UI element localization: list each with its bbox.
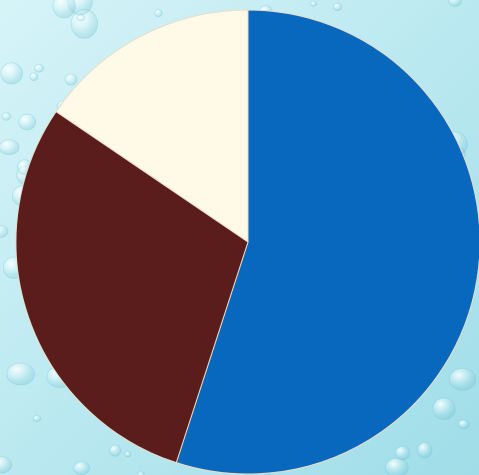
water-droplet [0,456,12,474]
water-droplet [73,461,90,475]
water-droplet [137,471,145,475]
water-droplet [0,139,20,156]
water-droplet [0,62,23,85]
water-droplet [394,445,411,461]
water-droplet [76,14,86,22]
water-droplet [124,451,132,458]
water-droplet [34,63,45,73]
water-droplet [6,362,36,386]
water-droplet [0,225,9,238]
water-droplet [1,112,12,121]
water-droplet [385,457,409,475]
water-droplet [109,444,122,457]
water-droplet [449,367,477,391]
pie-slice-3 [55,9,249,243]
water-droplet [52,0,76,19]
water-droplet [18,113,37,131]
water-droplet [417,442,433,459]
pie-slice-2 [15,110,249,464]
water-droplet [309,0,318,7]
water-droplet [432,397,456,421]
water-droplet [64,73,78,86]
water-droplet [154,9,163,18]
water-droplet [448,0,462,7]
pie-slices [15,9,479,475]
water-droplet [32,415,42,422]
water-droplet [332,2,343,12]
pie-slice-1 [175,9,479,475]
water-droplet [29,72,39,81]
water-droplet [457,419,470,430]
